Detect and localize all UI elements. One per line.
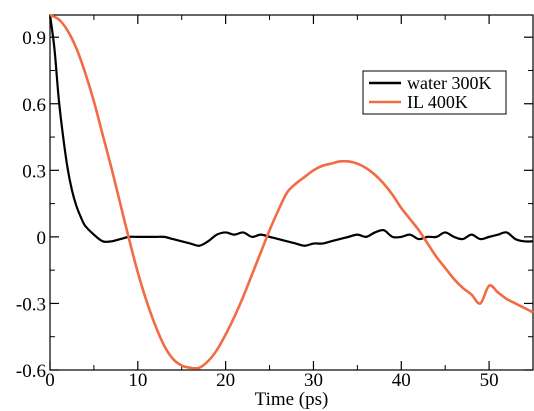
legend-box — [362, 70, 507, 115]
legend-label: water 300K — [407, 73, 491, 93]
series-line-il-400k — [49, 13, 534, 370]
y-tick-label: 0 — [37, 228, 47, 249]
legend-label: IL 400K — [407, 92, 468, 112]
x-tick-label: 10 — [128, 370, 147, 391]
series-line-water-300k — [48, 14, 534, 247]
axis-tick-labels: 0 10 20 30 40 50 -0.6 -0.3 0 0.3 0.6 0.9 — [16, 28, 499, 391]
x-tick-label: 0 — [45, 370, 55, 391]
x-tick-label: 50 — [480, 370, 499, 391]
x-axis-title: Time (ps) — [255, 389, 329, 410]
axis-ticks — [49, 15, 533, 371]
x-tick-label: 20 — [216, 370, 235, 391]
x-tick-label: 40 — [392, 370, 411, 391]
y-tick-label: -0.6 — [16, 361, 46, 382]
plot-frame — [49, 14, 534, 371]
series-group — [48, 13, 534, 370]
y-tick-label: 0.9 — [22, 28, 46, 49]
x-tick-label: 30 — [304, 370, 323, 391]
y-tick-label: 0.6 — [22, 95, 46, 116]
y-tick-label: -0.3 — [16, 294, 46, 315]
y-tick-label: 0.3 — [22, 161, 46, 182]
